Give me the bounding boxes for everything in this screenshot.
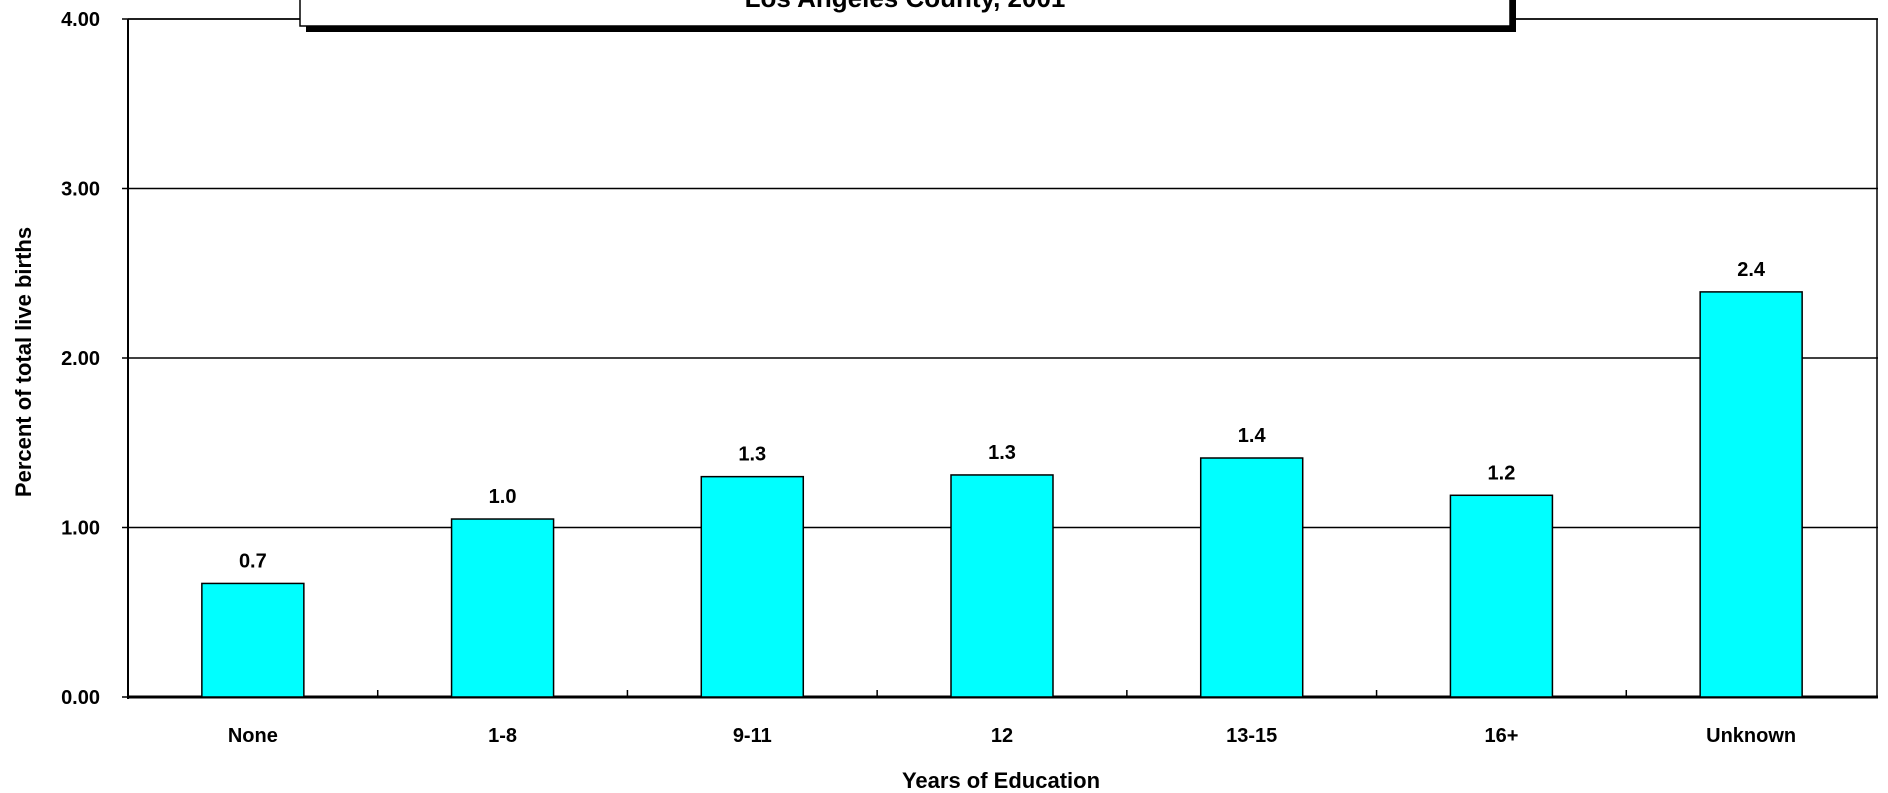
y-tick-label: 1.00	[61, 518, 100, 540]
x-tick-label: Unknown	[1706, 725, 1796, 747]
bar-none	[201, 582, 305, 698]
data-label: 1.3	[988, 442, 1016, 464]
bar-13-15	[1199, 457, 1304, 698]
y-tick-label: 3.00	[61, 179, 100, 201]
x-axis-ticks: None 1-8 9-11 12 13-15 16+ Unknown	[228, 690, 1796, 747]
bar-16-	[1449, 494, 1554, 698]
bar-unknown	[1699, 291, 1803, 698]
x-tick-label: 13-15	[1226, 725, 1277, 747]
x-axis-title: Years of Education	[902, 768, 1100, 793]
chart-title-box: Los Angeles County, 2001	[299, 0, 1516, 32]
x-tick-label: 1-8	[488, 725, 517, 747]
bar-9-11	[700, 475, 805, 698]
x-tick-label: 12	[991, 725, 1013, 747]
data-label: 1.0	[489, 486, 517, 508]
data-label: 1.4	[1238, 425, 1267, 447]
y-axis-ticks: 0.00 1.00 2.00 3.00 4.00	[61, 9, 128, 709]
y-tick-label: 0.00	[61, 687, 100, 709]
chart-title: Los Angeles County, 2001	[745, 0, 1066, 13]
y-tick-label: 4.00	[61, 9, 100, 31]
data-label: 0.7	[239, 550, 267, 572]
bar-12	[950, 474, 1054, 698]
data-label: 2.4	[1737, 259, 1766, 281]
data-label: 1.3	[738, 444, 766, 466]
x-tick-label: None	[228, 725, 278, 747]
y-axis-title: Percent of total live births	[11, 227, 36, 497]
bars	[201, 291, 1803, 698]
y-tick-label: 2.00	[61, 348, 100, 370]
data-label: 1.2	[1488, 462, 1516, 484]
bar-1-8	[450, 518, 555, 698]
data-labels: 0.7 1.0 1.3 1.3 1.4 1.2 2.4	[239, 259, 1766, 573]
x-tick-label: 16+	[1484, 725, 1518, 747]
x-tick-label: 9-11	[733, 725, 772, 747]
